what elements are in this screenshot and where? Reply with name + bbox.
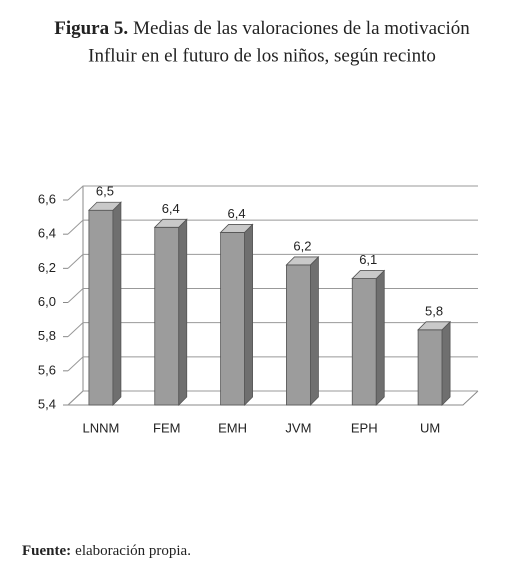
bar-top xyxy=(285,256,320,266)
bar-side xyxy=(441,320,451,406)
value-label: 6,1 xyxy=(359,252,377,267)
grid-line xyxy=(67,288,478,303)
bar-top xyxy=(351,270,386,279)
y-tick-label: 6,2 xyxy=(38,260,56,275)
floor xyxy=(68,390,479,406)
bar xyxy=(154,226,180,406)
y-tick-label: 6,0 xyxy=(38,294,56,309)
chart-title: Figura 5. Medias de las valoraciones de l… xyxy=(54,18,470,39)
bar xyxy=(417,329,443,406)
x-tick-label: LNNM xyxy=(82,420,119,435)
source-label: Fuente: xyxy=(22,543,71,559)
grid-line xyxy=(67,185,478,201)
value-label: 5,8 xyxy=(425,303,443,318)
bar xyxy=(286,264,311,406)
value-label: 6,4 xyxy=(228,206,246,221)
y-tick-label: 5,4 xyxy=(38,396,56,411)
value-label: 6,5 xyxy=(96,184,114,199)
y-tick-label: 6,4 xyxy=(38,226,56,241)
title-text: Medias de las valoraciones de la motivac… xyxy=(133,18,470,39)
x-tick-label: JVM xyxy=(285,420,311,435)
chart-subtitle: Influir en el futuro de los niños, según… xyxy=(88,45,436,66)
source-text: elaboración propia. xyxy=(75,543,191,559)
figure-label: Figura 5. xyxy=(54,18,128,39)
value-label: 6,2 xyxy=(293,238,311,253)
grid-line xyxy=(67,253,478,269)
grid-line xyxy=(67,322,478,338)
y-tick-label: 6,6 xyxy=(38,191,56,206)
y-tick-label: 5,8 xyxy=(38,328,56,343)
bar xyxy=(88,209,114,406)
x-tick-label: EPH xyxy=(351,420,378,435)
bar-top xyxy=(219,224,254,233)
x-tick-label: FEM xyxy=(153,420,180,435)
bar-side xyxy=(244,223,253,406)
grid-line xyxy=(67,390,478,406)
y-tick-label: 5,6 xyxy=(38,362,56,377)
bar-side xyxy=(310,255,319,406)
value-label: 6,4 xyxy=(162,201,180,216)
x-tick-label: UM xyxy=(420,420,440,435)
bar-side xyxy=(112,201,122,406)
grid-line xyxy=(67,356,478,372)
bar xyxy=(220,232,245,406)
bar-top xyxy=(417,321,452,331)
bar-side xyxy=(178,218,188,406)
bar-top xyxy=(153,218,188,228)
bar-top xyxy=(87,201,122,211)
plot: 5,4 5,6 5,8 6,0 6,2 6,4 6,6 LNNM 6,5 FEM 6,4 EMH 6,4… xyxy=(38,184,479,435)
grid-line xyxy=(67,219,478,235)
x-tick-label: EMH xyxy=(218,420,247,435)
source-note: Fuente: elaboración propia. xyxy=(22,543,191,559)
bar xyxy=(351,278,377,406)
bar-side xyxy=(375,269,385,406)
